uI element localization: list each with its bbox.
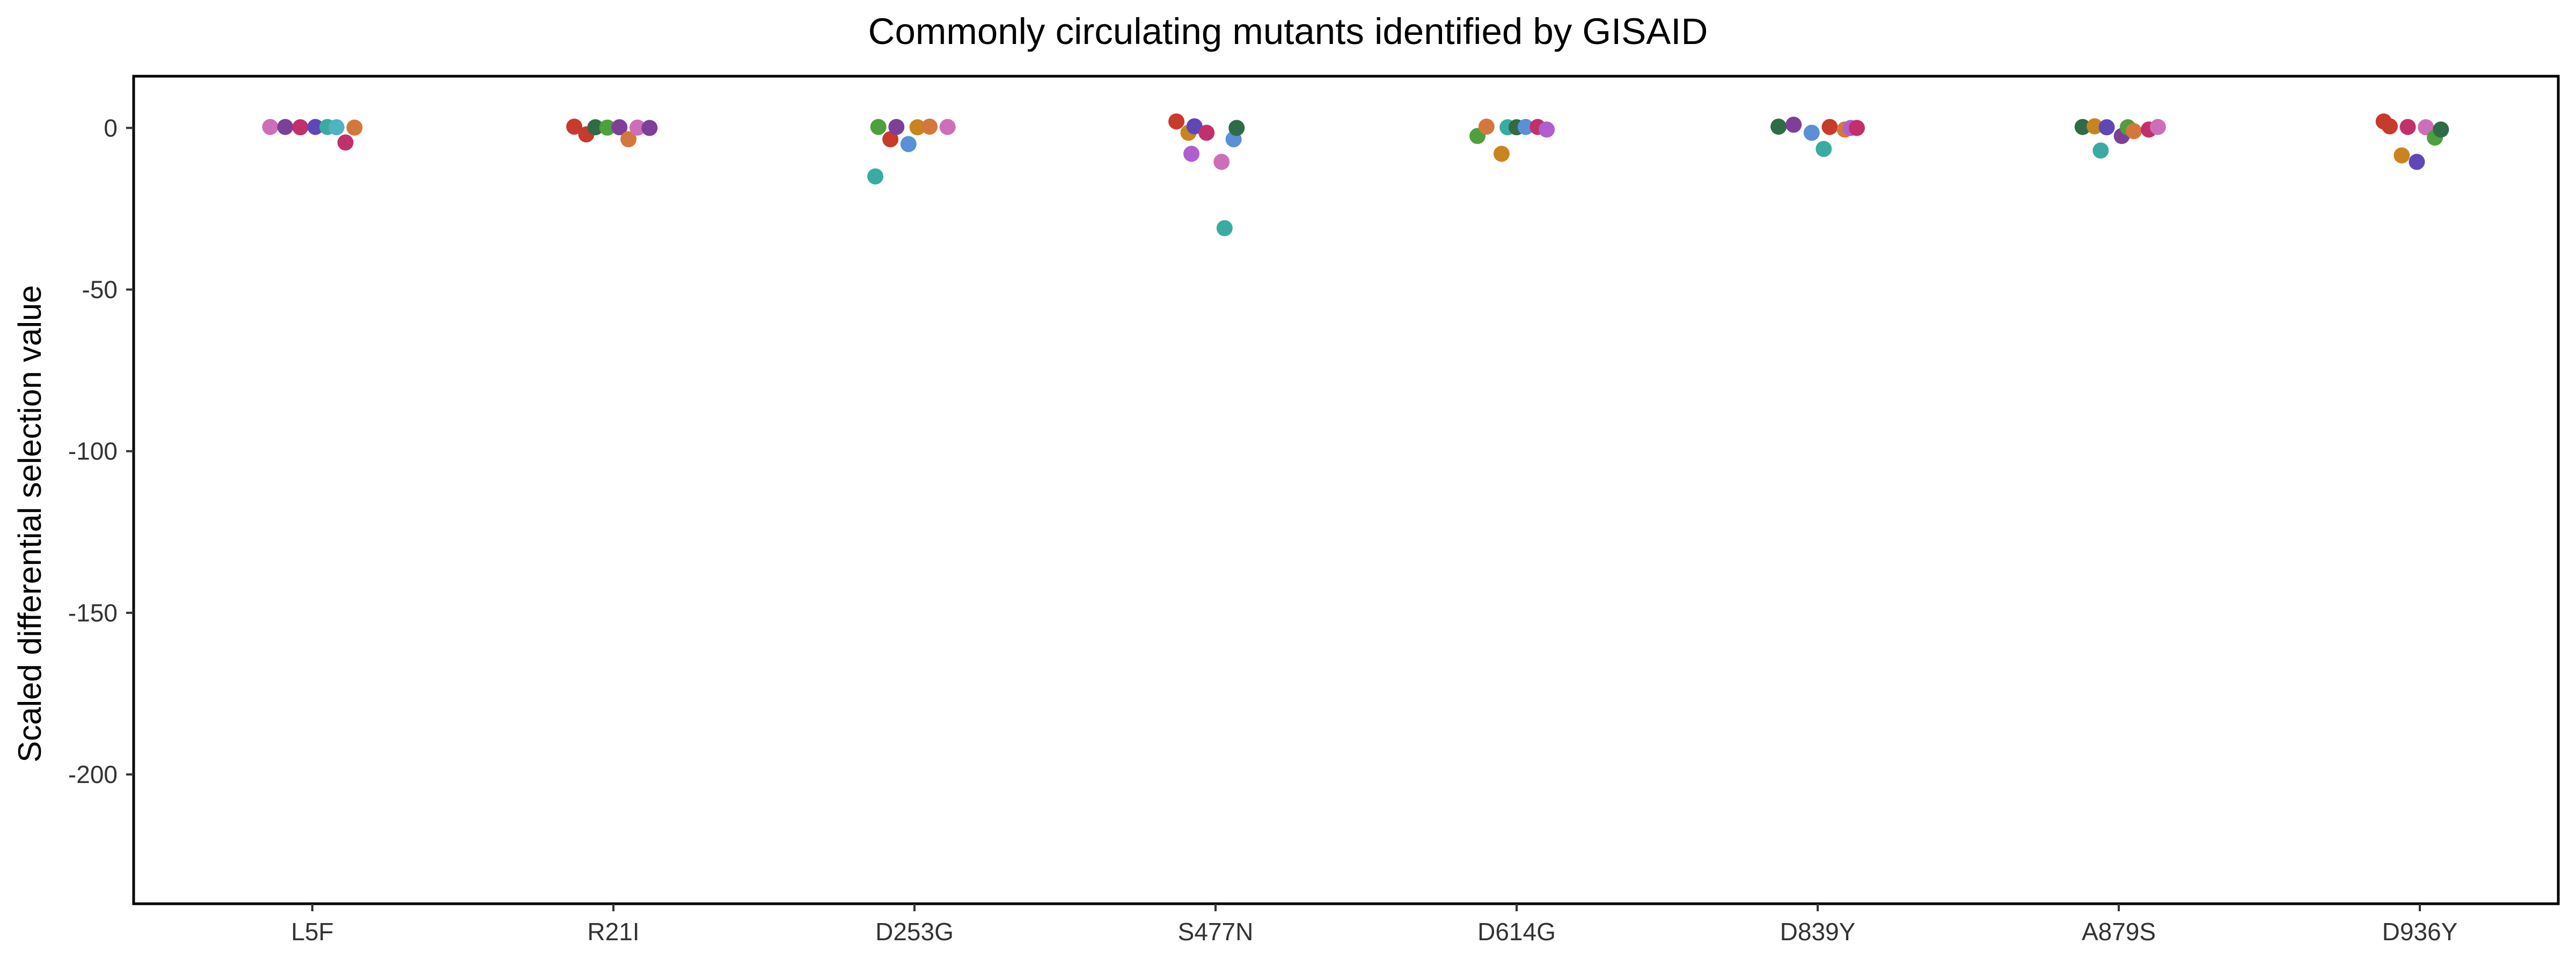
data-point <box>1168 113 1185 130</box>
y-tick-label: -100 <box>68 437 118 465</box>
y-tick-label: -200 <box>68 760 118 788</box>
x-axis-ticks: L5F R21I D253G S477N D614G D839Y A879S D936Y <box>291 904 2457 946</box>
data-point <box>939 119 956 135</box>
data-point <box>1848 120 1865 136</box>
data-point <box>292 119 309 136</box>
data-point <box>587 119 604 136</box>
y-tick-label: -150 <box>68 599 118 627</box>
data-point <box>1517 119 1534 135</box>
data-point <box>1803 125 1820 141</box>
x-tick-label: S477N <box>1178 918 1254 946</box>
x-tick-label: L5F <box>291 918 333 946</box>
data-point <box>867 168 884 185</box>
data-point <box>909 119 926 136</box>
data-point <box>2409 153 2425 170</box>
data-point <box>566 118 583 135</box>
x-tick-label: D253G <box>875 918 954 946</box>
data-point <box>1785 116 1802 133</box>
data-point <box>2394 147 2410 164</box>
x-tick-label: A879S <box>2082 918 2156 946</box>
data-point <box>1198 125 1215 141</box>
data-point <box>2098 119 2115 136</box>
data-point <box>882 131 899 148</box>
data-point <box>277 119 294 135</box>
data-point <box>1186 118 1203 135</box>
data-point <box>620 131 637 148</box>
data-point <box>346 119 363 136</box>
data-point <box>337 134 354 151</box>
data-point <box>307 119 324 135</box>
y-axis-label: Scaled differential selection value <box>12 285 48 762</box>
data-point <box>2126 123 2142 140</box>
plot-panel-border <box>132 75 2560 905</box>
data-point <box>1821 119 1838 135</box>
data-points <box>262 113 2449 237</box>
data-point <box>2418 119 2434 136</box>
x-tick-label: D936Y <box>2382 918 2458 946</box>
data-point <box>2149 119 2166 135</box>
data-point <box>1478 118 1495 135</box>
x-tick-label: R21I <box>587 918 639 946</box>
data-point <box>870 119 887 135</box>
data-point <box>888 119 905 135</box>
data-point <box>641 120 658 136</box>
data-point <box>1539 121 1555 138</box>
data-point <box>262 119 279 135</box>
data-point <box>921 118 938 135</box>
data-point <box>1213 153 1230 170</box>
data-point <box>1816 141 1832 157</box>
data-point <box>2087 118 2103 135</box>
chart-title: Commonly circulating mutants identified … <box>868 11 1708 52</box>
y-tick-label: 0 <box>104 114 118 142</box>
y-tick-label: -50 <box>82 276 118 304</box>
data-point <box>2074 119 2091 135</box>
data-point <box>1770 118 1787 135</box>
data-point <box>629 119 646 136</box>
data-point <box>1183 145 1200 162</box>
data-point <box>2399 119 2416 135</box>
data-point <box>1228 120 1245 136</box>
data-point <box>611 119 628 136</box>
data-point <box>2381 118 2398 135</box>
data-point <box>2092 142 2109 159</box>
x-tick-label: D839Y <box>1780 918 1856 946</box>
x-tick-label: D614G <box>1477 918 1556 946</box>
data-point <box>328 119 345 136</box>
y-axis-ticks: 0 -50 -100 -150 -200 <box>68 114 134 788</box>
data-point <box>900 136 917 152</box>
data-point <box>599 119 616 136</box>
data-point <box>1493 145 1510 162</box>
data-point <box>2433 121 2449 138</box>
data-point <box>1216 220 1233 237</box>
